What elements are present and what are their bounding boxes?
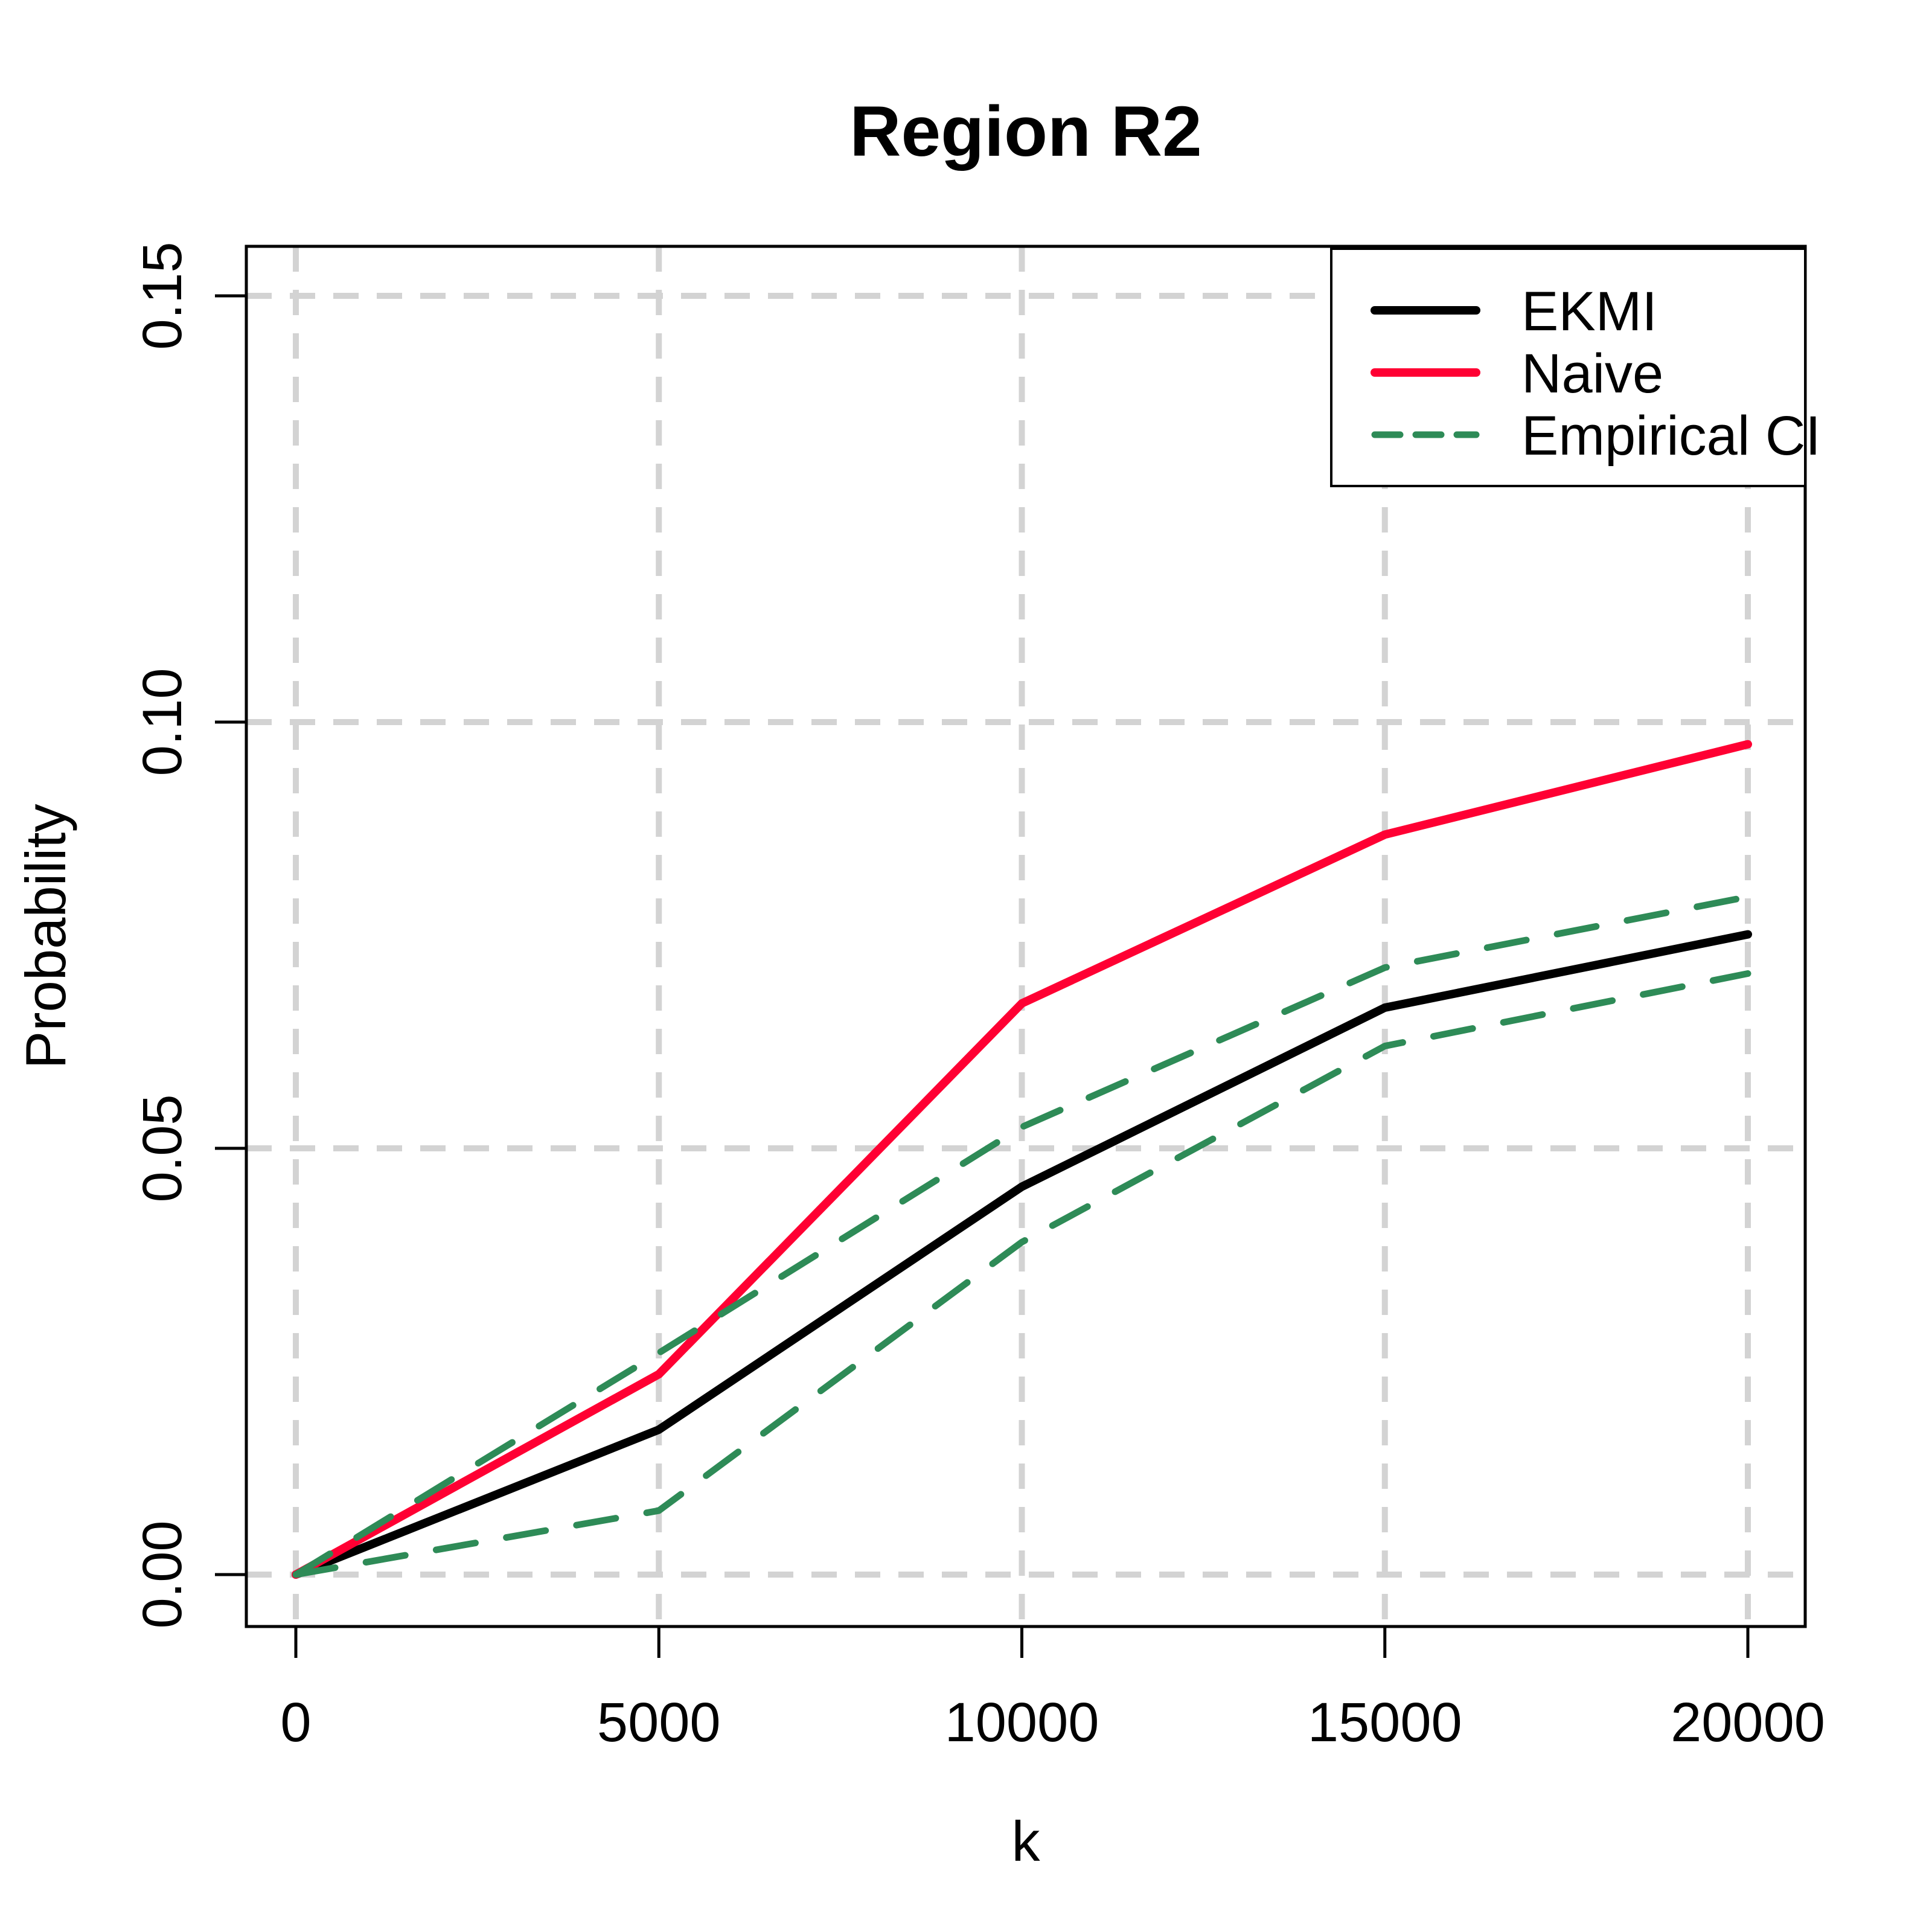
y-tick-label: 0.00: [132, 1520, 193, 1628]
series-line-naive: [292, 740, 1752, 1579]
series-lines: [292, 740, 1752, 1579]
plot-box: [245, 245, 1807, 1628]
legend-entry-label: EKMI: [1521, 281, 1657, 342]
y-axis: 0.00 0.05 0.10 0.15: [132, 242, 246, 1629]
x-tick-label: 10000: [945, 1692, 1099, 1753]
series-line-ekmi: [292, 930, 1752, 1579]
series-line-ci-upper: [292, 893, 1751, 1578]
x-axis: 0 5000 10000 15000 20000: [280, 1627, 1825, 1753]
y-tick-label: 0.05: [132, 1094, 193, 1202]
y-tick-label: 0.15: [132, 242, 193, 350]
chart-title: Region R2: [849, 92, 1202, 171]
x-tick-label: 15000: [1308, 1692, 1462, 1753]
series-line-ci-lower: [292, 970, 1751, 1578]
y-axis-label: Probability: [14, 804, 77, 1069]
legend-entry-label: Naive: [1521, 343, 1663, 405]
legend-box: [1330, 248, 1806, 487]
legend-entry-label: Empirical CI: [1521, 405, 1821, 467]
x-tick-label: 20000: [1671, 1692, 1825, 1753]
y-tick-label: 0.10: [132, 668, 193, 776]
x-tick-label: 5000: [597, 1692, 721, 1753]
x-axis-label: k: [1012, 1809, 1041, 1873]
x-tick-label: 0: [280, 1692, 311, 1753]
